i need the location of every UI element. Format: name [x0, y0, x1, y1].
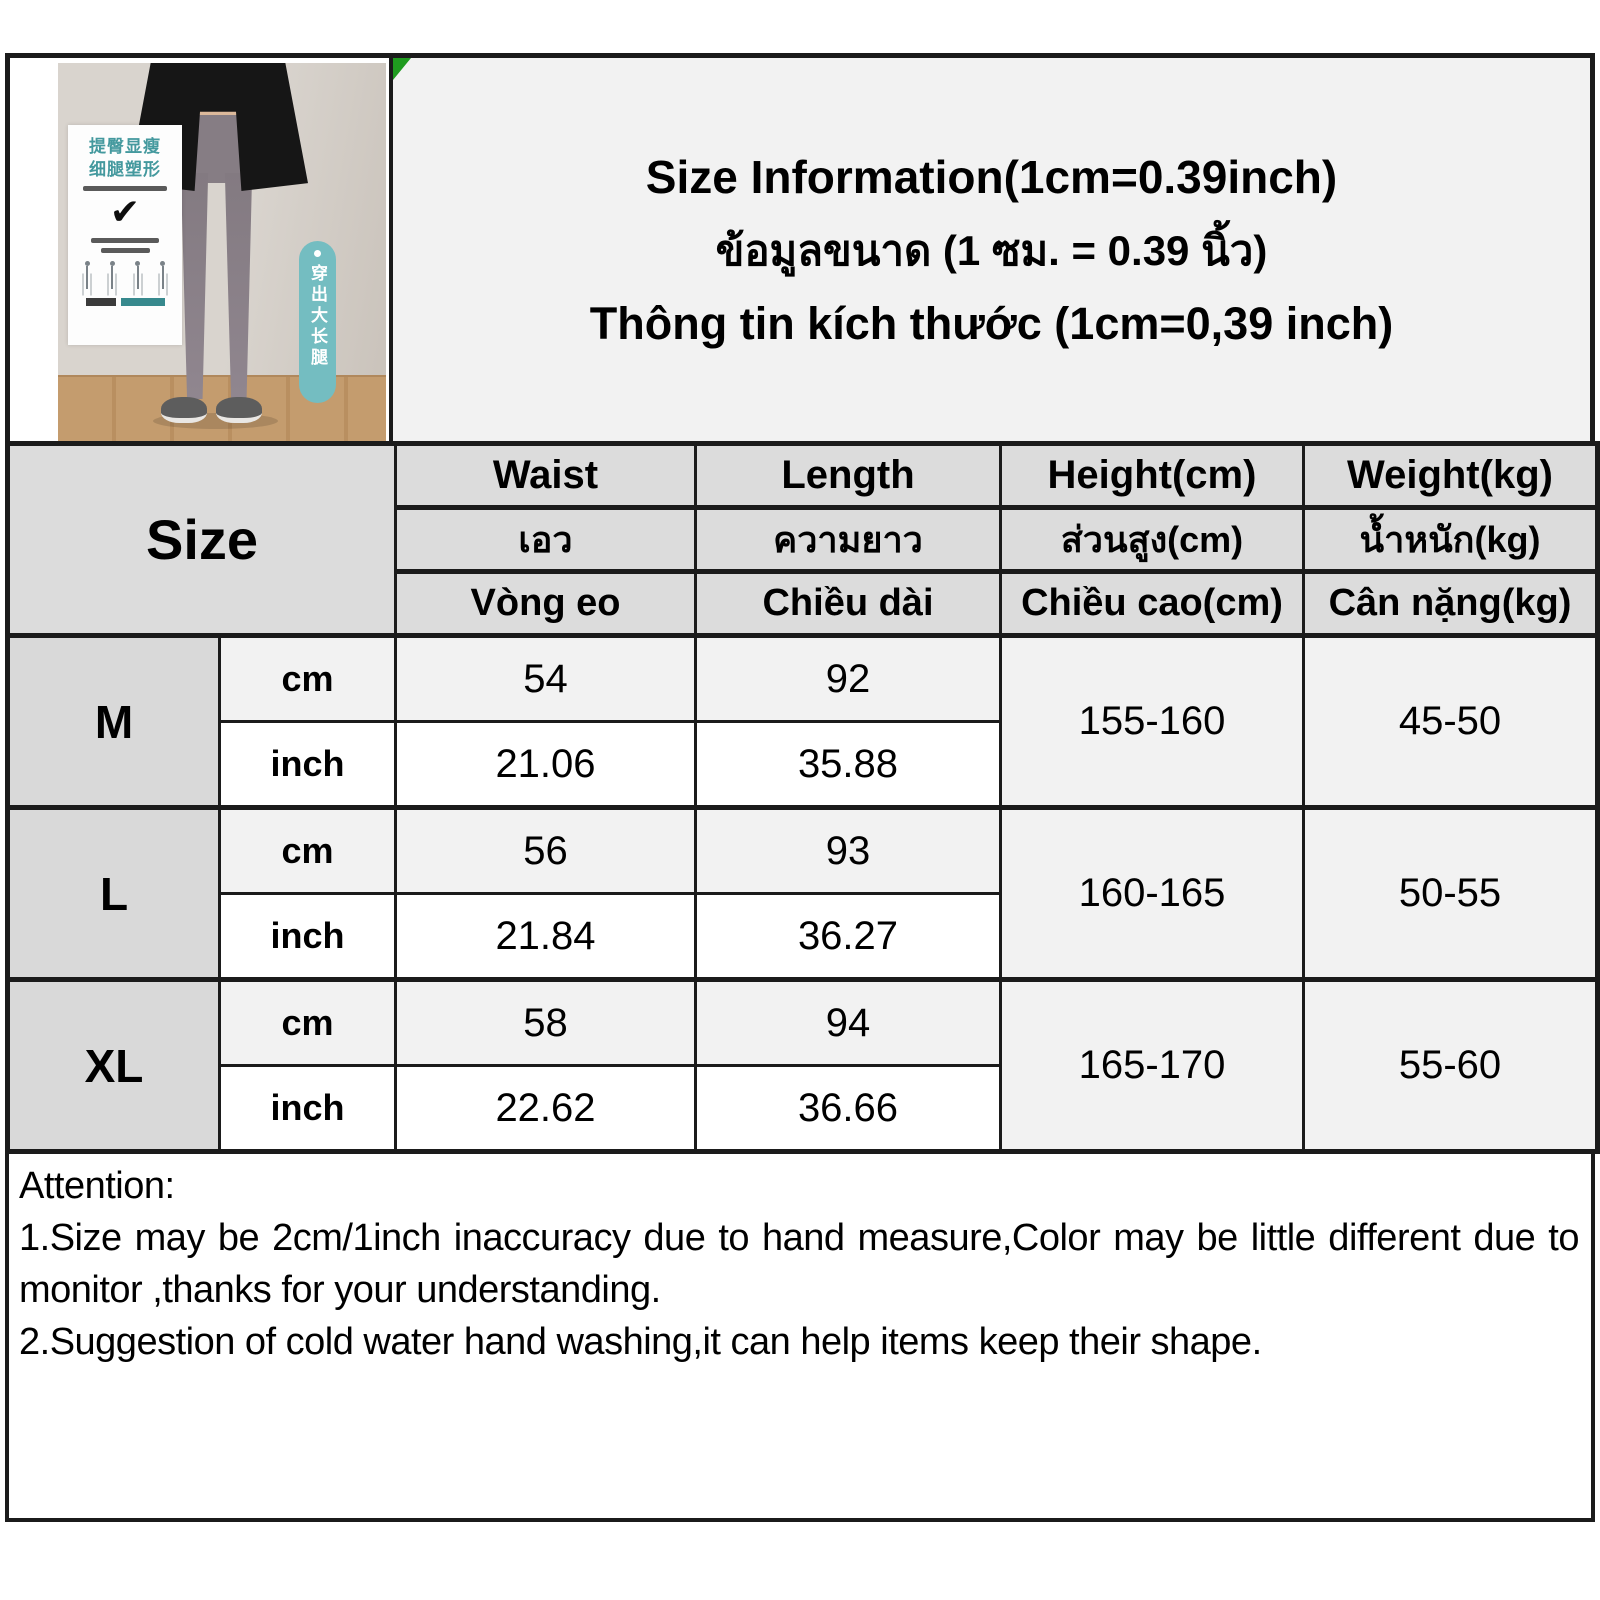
right-shoe [216, 397, 262, 423]
badge-vertical-text: 穿出大长腿 [308, 264, 327, 369]
panel-bottom-text-bars [76, 298, 174, 306]
attention-note-1: 1.Size may be 2cm/1inch inaccuracy due t… [19, 1217, 1580, 1311]
l-waist-cm: 56 [394, 805, 697, 895]
col-header-waist: Waist [394, 442, 697, 509]
m-weight: 45-50 [1302, 633, 1599, 809]
left-shoe [161, 397, 207, 423]
green-corner-marker-icon [393, 58, 411, 80]
title-thai: ข้อมูลขนาด (1 ซม. = 0.39 นิ้ว) [715, 226, 1268, 274]
col-header-weight: Weight(kg) [1302, 442, 1599, 509]
unit-cm: cm [218, 633, 397, 723]
col-header-height-th: ส่วนสูง(cm) [999, 505, 1305, 573]
panel-bottom-bar-teal [120, 298, 165, 306]
l-height: 160-165 [999, 805, 1305, 981]
size-label-l: L [6, 805, 221, 981]
row-l-cm: L cm 56 93 160-165 50-55 [6, 805, 1599, 981]
xl-weight: 55-60 [1302, 977, 1599, 1153]
checkmark-icon: ✔ [109, 191, 141, 232]
size-header: Size [6, 442, 397, 637]
l-waist-inch: 21.84 [394, 892, 697, 981]
unit-inch: inch [218, 1064, 397, 1153]
xl-waist-cm: 58 [394, 977, 697, 1067]
attention-note-2: 2.Suggestion of cold water hand washing,… [19, 1321, 1262, 1363]
size-label-m: M [6, 633, 221, 809]
header-row-thai: เอว ความยาว ส่วนสูง(cm) น้ำหนัก(kg) [8, 505, 1599, 573]
unit-inch: inch [218, 720, 397, 809]
col-header-length-vi: Chiều dài [694, 569, 1002, 637]
badge-dot [314, 250, 321, 257]
m-length-inch: 35.88 [694, 720, 1002, 809]
col-header-length: Length [694, 442, 1002, 509]
col-header-height-vi: Chiều cao(cm) [999, 569, 1305, 637]
m-height: 155-160 [999, 633, 1305, 809]
panel-small-text-bar [100, 248, 150, 253]
product-photo-cell: 提臀显瘦 细腿塑形 ✔ [10, 58, 393, 441]
leggings-right-leg [224, 173, 253, 399]
panel-title-line1: 提臀显瘦 [89, 137, 161, 156]
unit-cm: cm [218, 977, 397, 1067]
row-m-inch: inch 21.06 35.88 [8, 720, 1598, 809]
row-m-cm: M cm 54 92 155-160 45-50 [6, 633, 1599, 809]
panel-small-text-bar [90, 238, 160, 243]
size-label-xl: XL [6, 977, 221, 1153]
unit-inch: inch [218, 892, 397, 981]
m-waist-cm: 54 [394, 633, 697, 723]
m-length-cm: 92 [694, 633, 1002, 723]
size-chart-sheet: 提臀显瘦 细腿塑形 ✔ [5, 53, 1600, 1522]
row-xl-inch: inch 22.62 36.66 [8, 1064, 1598, 1153]
header-row-english: Size Waist Length Height(cm) Weight(kg) [6, 442, 1599, 637]
figure-icon [132, 261, 144, 289]
figure-icon [157, 261, 169, 289]
product-photo: 提臀显瘦 细腿塑形 ✔ [58, 63, 386, 441]
col-header-length-th: ความยาว [694, 505, 1002, 573]
col-header-waist-th: เอว [394, 505, 697, 573]
title-vietnamese: Thông tin kích thước (1cm=0,39 inch) [589, 297, 1394, 349]
top-section: 提臀显瘦 细腿塑形 ✔ [5, 53, 1595, 441]
feature-panel: 提臀显瘦 细腿塑形 ✔ [68, 125, 182, 345]
col-header-weight-vi: Cân nặng(kg) [1302, 569, 1599, 637]
size-table: Size Waist Length Height(cm) Weight(kg) … [5, 441, 1600, 1154]
col-header-weight-th: น้ำหนัก(kg) [1302, 505, 1599, 573]
panel-small-text-bar [82, 186, 168, 191]
xl-length-cm: 94 [694, 977, 1002, 1067]
figure-icons-row [76, 261, 174, 289]
leggings-left-leg [180, 173, 209, 399]
xl-waist-inch: 22.62 [394, 1064, 697, 1153]
title-english: Size Information(1cm=0.39inch) [645, 150, 1338, 203]
title-cell: Size Information(1cm=0.39inch) ข้อมูลขนา… [393, 58, 1590, 441]
attention-heading: Attention: [19, 1165, 175, 1207]
header-row-vietnamese: Vòng eo Chiều dài Chiều cao(cm) Cân nặng… [8, 569, 1599, 637]
panel-bottom-bar-dark [85, 298, 116, 306]
figure-icon [81, 261, 93, 289]
xl-height: 165-170 [999, 977, 1305, 1153]
xl-length-inch: 36.66 [694, 1064, 1002, 1153]
teal-vertical-badge: 穿出大长腿 [299, 241, 336, 403]
m-waist-inch: 21.06 [394, 720, 697, 809]
panel-title-line2: 细腿塑形 [89, 160, 161, 179]
row-l-inch: inch 21.84 36.27 [8, 892, 1598, 981]
l-length-inch: 36.27 [694, 892, 1002, 981]
unit-cm: cm [218, 805, 397, 895]
attention-box: Attention: 1.Size may be 2cm/1inch inacc… [5, 1154, 1595, 1522]
l-weight: 50-55 [1302, 805, 1599, 981]
col-header-height: Height(cm) [999, 442, 1305, 509]
col-header-waist-vi: Vòng eo [394, 569, 697, 637]
figure-icon [106, 261, 118, 289]
l-length-cm: 93 [694, 805, 1002, 895]
row-xl-cm: XL cm 58 94 165-170 55-60 [6, 977, 1599, 1153]
